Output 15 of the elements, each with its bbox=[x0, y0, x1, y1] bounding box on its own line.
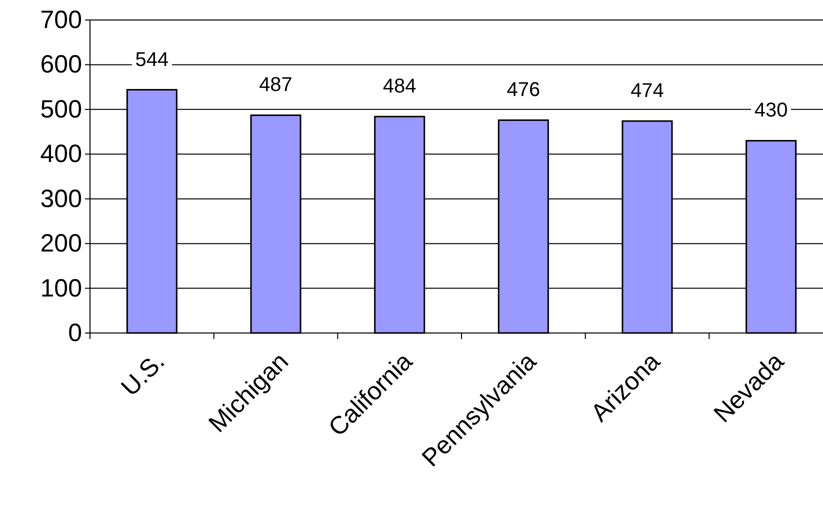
data-label: 474 bbox=[630, 80, 664, 102]
y-tick-label: 600 bbox=[40, 50, 82, 79]
y-tick-label: 400 bbox=[40, 140, 82, 168]
data-label: 544 bbox=[135, 48, 169, 71]
data-label: 487 bbox=[259, 74, 292, 96]
y-tick-label: 300 bbox=[40, 184, 82, 213]
y-tick-label: 0 bbox=[68, 319, 82, 347]
y-tick-label: 200 bbox=[40, 230, 82, 258]
y-tick-label: 700 bbox=[40, 6, 82, 34]
y-tick-label: 500 bbox=[40, 95, 82, 124]
x-tick-label: U.S. bbox=[116, 347, 170, 402]
data-label: 476 bbox=[506, 79, 540, 102]
y-tick-label: 100 bbox=[40, 274, 82, 302]
data-label: 430 bbox=[754, 100, 788, 122]
data-label: 484 bbox=[382, 76, 416, 98]
